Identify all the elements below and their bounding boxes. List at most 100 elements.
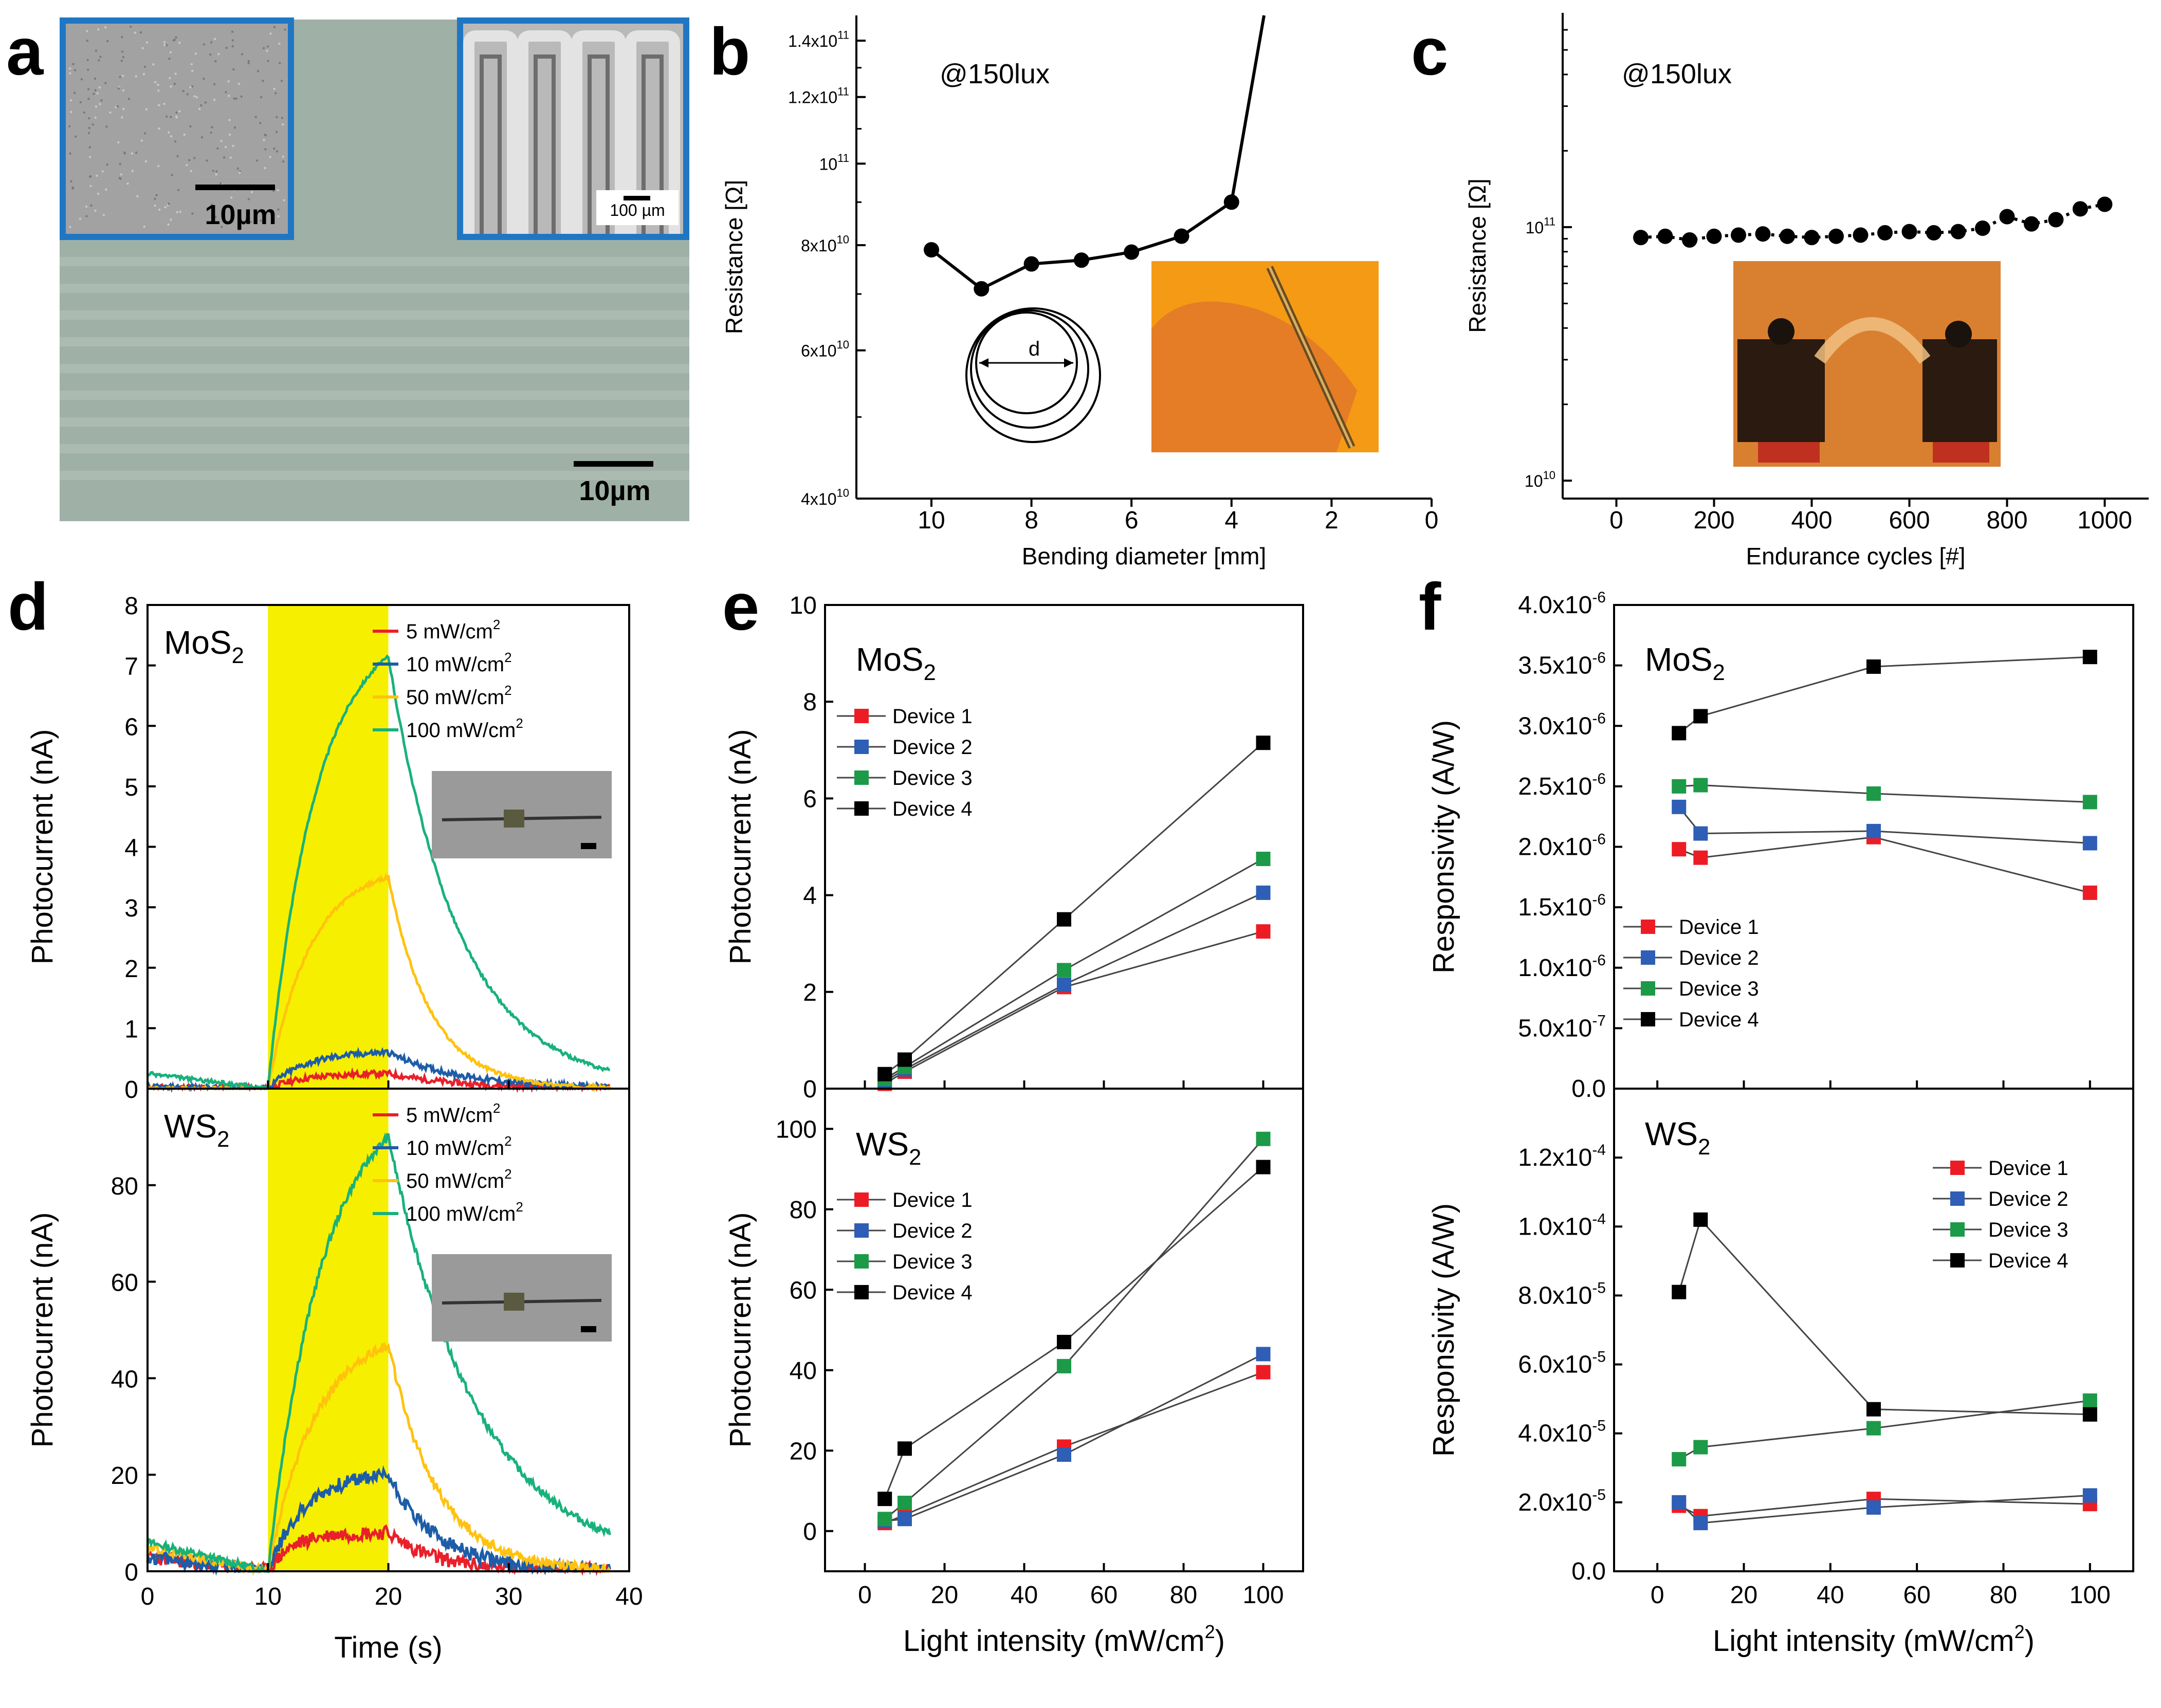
sem-grain xyxy=(164,206,167,209)
panel-letter-b: b xyxy=(709,14,750,89)
sem-grain xyxy=(215,170,218,173)
legend-label: 10 mW/cm2 xyxy=(406,1133,512,1160)
x-tick-label: 200 xyxy=(1693,507,1734,534)
x-tick-label: 100 xyxy=(2070,1582,2111,1609)
legend-swatch xyxy=(1950,1161,1965,1175)
y-tick-label: 1010 xyxy=(1525,469,1555,490)
sem-grain xyxy=(80,78,83,81)
legend-label: 10 mW/cm2 xyxy=(406,650,512,676)
sem-grain xyxy=(211,203,213,206)
data-point xyxy=(1853,227,1869,243)
y-tick-label: 2.0x10-5 xyxy=(1518,1486,1606,1516)
sem-grain xyxy=(237,82,241,85)
sem-grain xyxy=(157,89,160,92)
x-tick-label: 20 xyxy=(931,1582,958,1609)
data-point xyxy=(1256,1347,1271,1362)
sem-grain xyxy=(190,63,193,66)
series-line-4 xyxy=(884,742,1264,1075)
x-tick-label: 20 xyxy=(1730,1582,1757,1609)
legend-label: 50 mW/cm2 xyxy=(406,683,512,709)
sem-grain xyxy=(239,171,241,174)
sem-grain xyxy=(264,167,266,170)
sem-grain xyxy=(257,70,260,72)
bent-device-highlight xyxy=(1268,266,1353,448)
sem-grain xyxy=(273,26,276,28)
sem-grain xyxy=(70,111,72,114)
series-line-1 xyxy=(884,1371,1264,1524)
data-point xyxy=(1901,224,1917,240)
clamp-right xyxy=(1922,339,1997,442)
sem-grain xyxy=(69,99,72,102)
sem-grain xyxy=(186,164,188,167)
base-left xyxy=(1758,442,1820,463)
sem-grain xyxy=(262,80,264,82)
y-tick-label: 1 xyxy=(124,1016,138,1043)
sem-grain xyxy=(279,62,281,64)
sem-grain xyxy=(227,80,230,83)
sem-grain xyxy=(170,135,173,138)
sem-grain xyxy=(141,47,144,49)
y-tick-label: 1.5x10-6 xyxy=(1518,891,1606,921)
sem-grain xyxy=(69,152,71,155)
x-axis-title: Light intensity (mW/cm2) xyxy=(903,1621,1225,1658)
data-point xyxy=(1023,256,1039,272)
legend-label: Device 4 xyxy=(892,1281,973,1304)
y-tick-label: 1011 xyxy=(819,152,849,173)
sem-grain xyxy=(94,116,97,119)
sem-grain xyxy=(94,77,97,80)
sem-grain xyxy=(195,96,198,99)
sem-grain xyxy=(266,49,268,52)
sem-grain xyxy=(168,203,170,205)
y-axis-title: Photocurrent (nA) xyxy=(26,729,59,965)
panel-letter-d: d xyxy=(8,569,48,644)
sem-grain xyxy=(230,196,233,199)
sem-grain xyxy=(89,175,92,178)
y-axis-title: Responsivity (A/W) xyxy=(1427,720,1460,974)
x-tick-label: 0 xyxy=(141,1583,155,1610)
sem-grain xyxy=(131,152,133,155)
electrode-gap xyxy=(588,54,610,234)
sem-grain xyxy=(75,135,77,138)
data-point xyxy=(1693,709,1708,724)
x-tick-label: 20 xyxy=(375,1583,402,1610)
legend-label: Device 3 xyxy=(1679,978,1759,1000)
sem-grain xyxy=(118,177,121,179)
data-point xyxy=(1256,736,1271,750)
y-tick-label: 100 xyxy=(776,1116,817,1143)
sem-grain xyxy=(269,32,272,35)
data-point xyxy=(2082,885,2097,900)
y-tick-label: 0 xyxy=(124,1559,138,1586)
data-point xyxy=(1256,885,1271,900)
y-tick-label: 1.4x1011 xyxy=(788,29,849,50)
sem-grain xyxy=(213,222,215,225)
series-line-3 xyxy=(884,1138,1264,1520)
electrode-finger xyxy=(571,30,626,234)
legend-label: Device 1 xyxy=(1988,1157,2068,1180)
sem-grain xyxy=(109,111,112,114)
x-tick-label: 60 xyxy=(1090,1582,1118,1609)
x-tick-label: 10 xyxy=(918,507,945,534)
sem-grain xyxy=(247,62,250,65)
data-point xyxy=(877,1067,892,1081)
x-tick-label: 600 xyxy=(1889,507,1930,534)
y-tick-label: 4 xyxy=(803,883,817,910)
sem-grain xyxy=(86,30,88,32)
sem-grain xyxy=(97,28,100,31)
electrode-finger xyxy=(517,30,572,234)
sem-grain xyxy=(87,132,90,134)
sem-grain xyxy=(135,151,138,154)
series-line xyxy=(1230,15,1266,203)
sem-grain xyxy=(225,91,227,94)
sem-grain xyxy=(173,83,176,85)
sem-grain xyxy=(86,59,89,62)
sem-grain xyxy=(189,125,192,128)
data-point xyxy=(1174,228,1189,244)
sem-grain xyxy=(122,107,125,111)
sem-grain xyxy=(175,111,178,114)
sem-grain xyxy=(213,99,216,101)
material-label: WS2 xyxy=(856,1126,921,1170)
sem-grain xyxy=(276,116,278,119)
legend-label: 100 mW/cm2 xyxy=(406,1199,523,1225)
legend-swatch xyxy=(854,1223,869,1238)
sem-grain xyxy=(240,95,243,98)
